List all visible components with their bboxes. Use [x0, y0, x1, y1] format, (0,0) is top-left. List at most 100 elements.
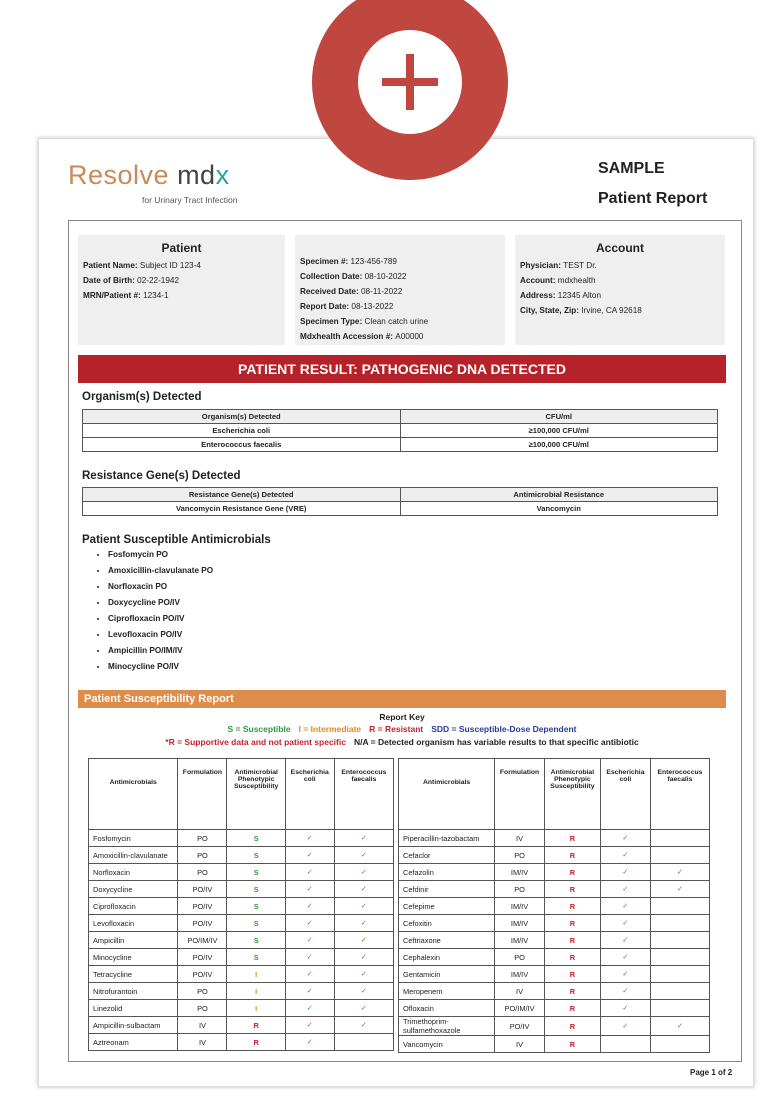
list-item: Norfloxacin PO [108, 582, 408, 598]
resistance-table: Resistance Gene(s) Detected Antimicrobial… [82, 487, 718, 516]
cell: PO [177, 846, 228, 864]
cell: ✓ [333, 982, 395, 1000]
plus-h [382, 78, 438, 86]
result-banner: PATIENT RESULT: PATHOGENIC DNA DETECTED [78, 355, 726, 383]
box-title: Account [596, 241, 644, 255]
cell: S [226, 880, 286, 898]
cell: S [226, 829, 286, 847]
cell: R [543, 880, 601, 898]
cell: PO/IM/IV [177, 931, 228, 949]
cell: ✓ [284, 829, 335, 847]
cell: ✓ [284, 1016, 335, 1034]
field-value: 1234-1 [143, 291, 169, 300]
cell: PO [177, 999, 228, 1017]
logo-word: Resolve [68, 160, 170, 190]
cell: ✓ [599, 965, 651, 983]
header-cell: Enterococcus faecalis [649, 758, 711, 830]
field: Address: 12345 Alton [520, 291, 725, 300]
cell: R [543, 914, 601, 932]
field-value: Irvine, CA 92618 [581, 306, 642, 315]
field-value: 12345 Alton [557, 291, 602, 300]
list-item: Ciprofloxacin PO/IV [108, 614, 408, 630]
row: Trimethoprim-sulfamethoxazole PO/IV R ✓ ✓ [397, 1016, 711, 1036]
cell: R [543, 965, 601, 983]
cell: ✓ [599, 829, 651, 847]
header-cell: Formulation [177, 758, 228, 830]
cell: Cefdinir [397, 880, 496, 898]
cell: S [226, 846, 286, 864]
cell: ✓ [599, 846, 651, 864]
cell [649, 948, 711, 966]
cell: ✓ [284, 846, 335, 864]
sample: SAMPLE [598, 160, 665, 177]
organism-table: Organism(s) Detected CFU/ml Escherichia co… [82, 409, 718, 452]
cell: Ampicillin [87, 931, 179, 949]
key-title: Report Key [379, 712, 425, 722]
cell: ✓ [333, 880, 395, 898]
field-label: Date of Birth: [83, 276, 135, 285]
field: City, State, Zip: Irvine, CA 92618 [520, 306, 725, 315]
header-row: Organism(s) Detected CFU/ml [82, 409, 718, 424]
row: Ceftriaxone IM/IV R ✓ [397, 931, 711, 949]
cell: PO [177, 829, 228, 847]
list-item: Fosfomycin PO [108, 550, 408, 566]
cell: Ciprofloxacin [87, 897, 179, 915]
cell: Ceftriaxone [397, 931, 496, 949]
field-label: Patient Name: [83, 261, 138, 270]
key-item: S = Susceptible [227, 724, 291, 734]
cell: Linezolid [87, 999, 179, 1017]
cell: ✓ [284, 965, 335, 983]
field: Mdxhealth Accession #: A00000 [300, 332, 505, 341]
cell: ✓ [649, 1016, 711, 1036]
cell: Cephalexin [397, 948, 496, 966]
zoom-icon[interactable] [300, 0, 520, 190]
row: Meropenem IV R ✓ [397, 982, 711, 1000]
row: Cefdinir PO R ✓ ✓ [397, 880, 711, 898]
cell: PO [177, 863, 228, 881]
cell: ✓ [333, 914, 395, 932]
key-item: SDD = Susceptible-Dose Dependent [431, 724, 577, 734]
cell: Cefepime [397, 897, 496, 915]
field: Specimen #: 123-456-789 [300, 257, 505, 266]
key-item: N/A = Detected organism has variable res… [353, 737, 639, 747]
row: Amoxicillin-clavulanate PO S ✓ ✓ [87, 846, 395, 864]
cell: PO/IV [177, 880, 228, 898]
cell: ✓ [284, 1033, 335, 1051]
cell: IM/IV [494, 965, 545, 983]
list-item: Doxycycline PO/IV [108, 598, 408, 614]
cell: ✓ [599, 982, 651, 1000]
field-value: TEST Dr. [563, 261, 597, 270]
row: Aztreonam IV R ✓ [87, 1033, 395, 1051]
key-item: *R = Supportive data and not patient spe… [165, 737, 346, 747]
cell [649, 846, 711, 864]
cell: Vancomycin [397, 1035, 496, 1053]
cell: ✓ [599, 948, 651, 966]
header-row: Resistance Gene(s) Detected Antimicrobial… [82, 487, 718, 502]
key-item: I = Intermediate [298, 724, 362, 734]
cell: I [226, 982, 286, 1000]
cell [649, 897, 711, 915]
row: Ampicillin PO/IM/IV S ✓ ✓ [87, 931, 395, 949]
cell: PO/IV [177, 897, 228, 915]
cell: Doxycycline [87, 880, 179, 898]
cell: ✓ [284, 948, 335, 966]
section-heading: Patient Susceptible Antimicrobials [82, 534, 271, 546]
cell: ✓ [599, 914, 651, 932]
field-label: MRN/Patient #: [83, 291, 141, 300]
susceptibility-table: Antimicrobials Formulation Antimicrobial P… [397, 758, 711, 1053]
cell: ✓ [599, 931, 651, 949]
header-cell: Antimicrobial Phenotypic Susceptibility [226, 758, 286, 830]
field-value: mdxhealth [557, 276, 596, 285]
cell: R [543, 1016, 601, 1036]
cell: R [543, 846, 601, 864]
cell: ✓ [333, 999, 395, 1017]
row: Tetracycline PO/IV I ✓ ✓ [87, 965, 395, 983]
row: Levofloxacin PO/IV S ✓ ✓ [87, 914, 395, 932]
field: Collection Date: 08-10-2022 [300, 272, 505, 281]
field-value: 08-11-2022 [361, 287, 403, 296]
row: Nitrofurantoin PO I ✓ ✓ [87, 982, 395, 1000]
field: Received Date: 08-11-2022 [300, 287, 505, 296]
cell: IM/IV [494, 914, 545, 932]
cell: S [226, 863, 286, 881]
cell: ≥100,000 CFU/ml [399, 423, 718, 438]
